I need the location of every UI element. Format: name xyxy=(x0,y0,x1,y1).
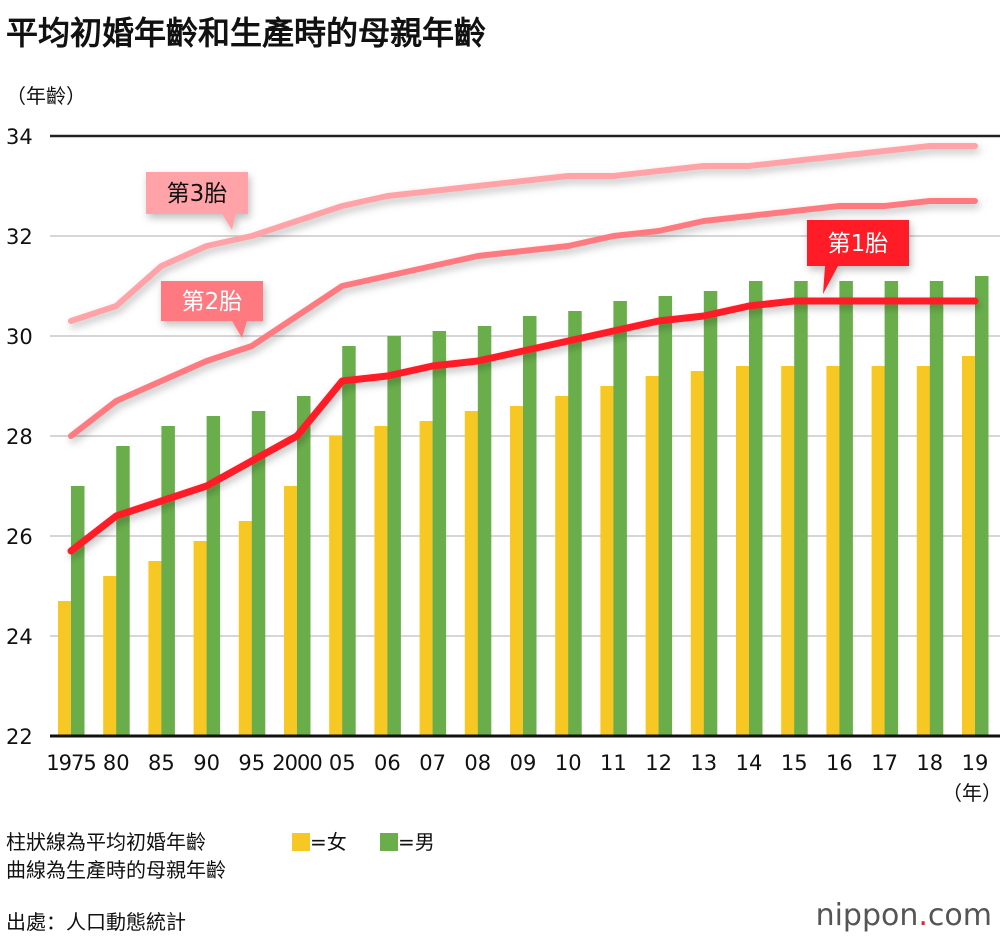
legend-female-label: =女 xyxy=(310,830,347,854)
callout-第3胎 xyxy=(146,172,248,230)
callout-box xyxy=(146,172,248,214)
bar-女-1975 xyxy=(58,601,72,736)
bar-男-95 xyxy=(251,411,266,736)
bar-女-85 xyxy=(148,561,162,736)
bar-男-18 xyxy=(929,281,944,736)
y-tick-label: 34 xyxy=(6,125,33,149)
bar-女-16 xyxy=(826,366,840,736)
y-tick-label: 32 xyxy=(6,225,33,249)
x-tick-label: 1975 xyxy=(46,751,95,775)
bar-男-08 xyxy=(477,326,492,736)
bar-女-11 xyxy=(600,386,614,736)
bar-女-18 xyxy=(916,366,931,736)
bar-男-16 xyxy=(839,281,853,736)
bar-女-19 xyxy=(962,356,976,736)
bar-女-2000 xyxy=(284,486,298,736)
x-tick-label: 05 xyxy=(329,751,356,775)
x-tick-label: 19 xyxy=(962,751,989,775)
y-axis-label: （年齡） xyxy=(6,84,86,108)
bar-男-06 xyxy=(387,336,401,736)
x-tick-label: 10 xyxy=(555,751,582,775)
bar-女-05 xyxy=(329,436,343,736)
legend-male-label: =男 xyxy=(398,830,435,854)
source-note: 出處：人口動態統計 xyxy=(6,910,186,934)
legend-female: =女 xyxy=(292,826,347,855)
bar-女-13 xyxy=(690,371,705,736)
callout-第2胎 xyxy=(161,281,263,338)
callout-label: 第3胎 xyxy=(167,181,228,207)
bar-男-80 xyxy=(116,446,130,736)
callout-box xyxy=(807,220,909,266)
x-tick-label: 09 xyxy=(510,751,537,775)
bar-男-17 xyxy=(884,281,899,736)
legend-note-lines: 曲線為生產時的母親年齡 xyxy=(6,858,226,882)
x-tick-label: 07 xyxy=(419,751,446,775)
x-tick-label: 15 xyxy=(781,751,808,775)
x-tick-label: 16 xyxy=(826,751,853,775)
bar-男-09 xyxy=(523,316,537,736)
x-tick-label: 12 xyxy=(645,751,672,775)
bar-男-05 xyxy=(342,346,356,736)
x-tick-label: 06 xyxy=(374,751,401,775)
x-tick-label: 90 xyxy=(193,751,220,775)
callout-第1胎 xyxy=(807,220,909,294)
y-tick-label: 24 xyxy=(6,625,33,649)
bar-男-07 xyxy=(432,331,447,736)
bar-男-13 xyxy=(703,291,718,736)
bar-女-08 xyxy=(464,411,479,736)
callout-label: 第2胎 xyxy=(182,289,243,315)
x-tick-label: 80 xyxy=(103,751,130,775)
bar-女-06 xyxy=(374,426,388,736)
callout-box xyxy=(161,281,263,321)
x-tick-label: 18 xyxy=(916,751,943,775)
bar-男-90 xyxy=(206,416,221,736)
bar-男-10 xyxy=(568,311,582,736)
x-tick-label: 14 xyxy=(736,751,763,775)
callout-pointer xyxy=(232,321,247,338)
y-tick-label: 22 xyxy=(6,725,33,749)
bar-女-12 xyxy=(645,376,660,736)
legend-female-swatch xyxy=(292,833,310,851)
nippon-logo: nippon.com xyxy=(815,898,992,933)
bar-女-15 xyxy=(781,366,795,736)
bar-男-19 xyxy=(975,276,989,736)
y-tick-label: 28 xyxy=(6,425,33,449)
y-tick-label: 26 xyxy=(6,525,33,549)
bar-女-14 xyxy=(736,366,750,736)
callout-label: 第1胎 xyxy=(828,231,889,257)
chart-title: 平均初婚年齡和生產時的母親年齡 xyxy=(6,14,487,52)
bar-男-12 xyxy=(658,296,673,736)
x-tick-label: 08 xyxy=(464,751,491,775)
bar-女-07 xyxy=(419,421,434,736)
bar-女-80 xyxy=(103,576,117,736)
bar-女-09 xyxy=(510,406,524,736)
bar-男-85 xyxy=(161,426,175,736)
callout-pointer xyxy=(823,266,838,294)
bar-女-90 xyxy=(193,541,208,736)
x-tick-label: 85 xyxy=(148,751,175,775)
legend-male: =男 xyxy=(380,826,435,855)
legend-note-bars: 柱狀線為平均初婚年齡 xyxy=(6,830,206,854)
y-tick-label: 30 xyxy=(6,325,33,349)
bar-女-95 xyxy=(238,521,253,736)
x-tick-label: 11 xyxy=(600,751,627,775)
bar-女-10 xyxy=(555,396,569,736)
bar-男-11 xyxy=(613,301,627,736)
bar-男-1975 xyxy=(71,486,85,736)
x-tick-label: 2000 xyxy=(272,751,321,775)
bar-男-15 xyxy=(794,281,808,736)
x-tick-label: 13 xyxy=(690,751,717,775)
bar-男-2000 xyxy=(297,396,311,736)
bar-女-17 xyxy=(871,366,886,736)
x-axis-label: （年） xyxy=(942,781,1000,805)
callout-pointer xyxy=(222,214,236,230)
x-tick-label: 17 xyxy=(871,751,898,775)
legend-male-swatch xyxy=(380,833,398,851)
bar-男-14 xyxy=(749,281,763,736)
x-tick-label: 95 xyxy=(238,751,265,775)
